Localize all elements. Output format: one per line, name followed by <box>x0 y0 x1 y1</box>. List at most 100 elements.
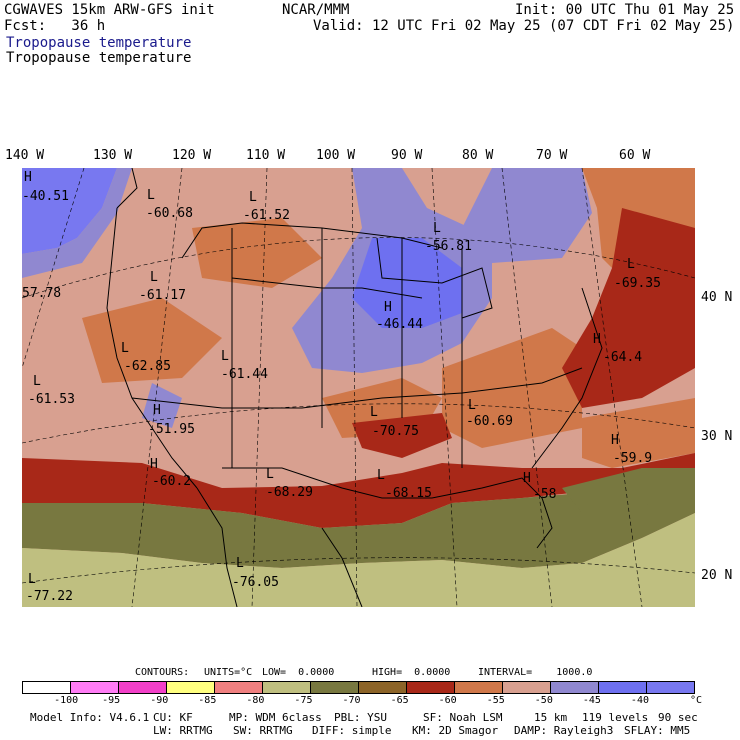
extreme-type: L <box>266 467 274 482</box>
extreme-type: H <box>384 300 392 315</box>
extreme-value: -61.52 <box>243 208 290 223</box>
lat-label: 20 N <box>701 568 733 583</box>
extreme-value: -61.53 <box>28 392 75 407</box>
extreme-value: -76.05 <box>232 575 279 590</box>
extreme-type: L <box>236 556 244 571</box>
lon-label: 110 W <box>246 148 286 163</box>
extreme-value: -62.85 <box>124 359 171 374</box>
colorbar-tick-label: -50 <box>534 695 553 706</box>
extreme-value: -40.51 <box>22 189 69 204</box>
extreme-value: -59.9 <box>613 451 653 466</box>
extreme-value: -64.4 <box>603 350 643 365</box>
extreme-type: L <box>377 468 385 483</box>
colorbar-swatch <box>23 682 71 693</box>
contours-label: CONTOURS: <box>135 667 190 678</box>
colorbar-tick-label: -55 <box>486 695 505 706</box>
contours-high: HIGH= 0.0000 <box>372 667 451 678</box>
valid-time: Valid: 12 UTC Fri 02 May 25 (07 CDT Fri … <box>313 18 735 34</box>
extreme-type: L <box>147 188 155 203</box>
mp-scheme: MP: WDM 6class <box>229 711 322 724</box>
colorbar-tick-label: -70 <box>342 695 361 706</box>
lat-label: 30 N <box>701 429 733 444</box>
extreme-type: H <box>150 457 158 472</box>
extreme-value: -60.69 <box>466 414 513 429</box>
extreme-type: H <box>153 403 161 418</box>
lon-label: 130 W <box>93 148 133 163</box>
extreme-type: L <box>433 221 441 236</box>
tropopause-temperature-map <box>22 168 695 607</box>
extreme-value: -60.68 <box>146 206 193 221</box>
lon-label: 90 W <box>391 148 423 163</box>
extreme-value: -69.35 <box>614 276 661 291</box>
diff-scheme: DIFF: simple <box>312 724 392 737</box>
colorbar-swatch <box>503 682 551 693</box>
damp-scheme: DAMP: Rayleigh3 <box>514 724 614 737</box>
colorbar-tick-label: -60 <box>438 695 457 706</box>
km-scheme: KM: 2D Smagor <box>412 724 499 737</box>
extreme-value: -68.29 <box>266 485 313 500</box>
lon-label: 70 W <box>536 148 568 163</box>
colorbar <box>22 681 695 694</box>
colorbar-tick-label: -100 <box>54 695 79 706</box>
field-title: Tropopause temperature <box>6 50 192 66</box>
extreme-type: H <box>611 433 619 448</box>
lat-label: 40 N <box>701 290 733 305</box>
contours-units: UNITS=°C <box>204 667 253 678</box>
colorbar-swatch <box>71 682 119 693</box>
extreme-type: L <box>150 270 158 285</box>
lon-label: 100 W <box>316 148 356 163</box>
colorbar-tick-label: -80 <box>246 695 265 706</box>
colorbar-swatch <box>311 682 359 693</box>
sw-scheme: SW: RRTMG <box>233 724 293 737</box>
lon-label: 60 W <box>619 148 651 163</box>
cu-scheme: CU: KF <box>153 711 193 724</box>
colorbar-tick-label: -90 <box>150 695 169 706</box>
resolution: 15 km <box>534 711 568 724</box>
extreme-type: L <box>249 190 257 205</box>
colorbar-swatch <box>551 682 599 693</box>
colorbar-tick-label: -65 <box>390 695 409 706</box>
extreme-type: L <box>370 405 378 420</box>
extreme-type: H <box>593 332 601 347</box>
colorbar-swatch <box>647 682 694 693</box>
extreme-value: -68.15 <box>385 486 432 501</box>
org-label: NCAR/MMM <box>282 2 350 18</box>
colorbar-swatch <box>263 682 311 693</box>
field-title-blue: Tropopause temperature <box>6 35 192 51</box>
colorbar-tick-label: -95 <box>102 695 121 706</box>
timestep: 90 sec <box>658 711 698 724</box>
extreme-value: -61.44 <box>221 367 268 382</box>
colorbar-unit: °C <box>690 695 703 706</box>
colorbar-tick-label: -85 <box>198 695 217 706</box>
extreme-type: L <box>33 374 41 389</box>
extreme-value: 57.78 <box>22 286 62 301</box>
contours-low: LOW= 0.0000 <box>262 667 335 678</box>
colorbar-swatch <box>599 682 647 693</box>
model-title: CGWAVES 15km ARW-GFS init <box>4 2 215 18</box>
colorbar-swatch <box>407 682 455 693</box>
extreme-type: H <box>523 471 531 486</box>
extreme-value: -77.22 <box>26 589 73 604</box>
extreme-value: -46.44 <box>376 317 423 332</box>
lon-label: 120 W <box>172 148 212 163</box>
levels: 119 levels <box>582 711 649 724</box>
colorbar-swatch <box>215 682 263 693</box>
extreme-type: L <box>468 398 476 413</box>
lon-label: 140 W <box>5 148 45 163</box>
extreme-type: H <box>24 170 32 185</box>
extreme-value: -61.17 <box>139 288 186 303</box>
extreme-value: -56.81 <box>425 239 472 254</box>
colorbar-tick-label: -45 <box>582 695 601 706</box>
init-time: Init: 00 UTC Thu 01 May 25 <box>515 2 735 18</box>
contours-interval: INTERVAL= 1000.0 <box>478 667 593 678</box>
colorbar-swatch <box>167 682 215 693</box>
model-info: Model Info: V4.6.1 <box>30 711 150 724</box>
extreme-type: L <box>121 341 129 356</box>
pbl-scheme: PBL: YSU <box>334 711 387 724</box>
extreme-value: -60.2 <box>152 474 192 489</box>
sflay-scheme: SFLAY: MM5 <box>624 724 691 737</box>
extreme-value: -58 <box>533 487 557 502</box>
extreme-value: -51.95 <box>148 422 195 437</box>
colorbar-tick-label: -40 <box>630 695 649 706</box>
colorbar-swatch <box>119 682 167 693</box>
